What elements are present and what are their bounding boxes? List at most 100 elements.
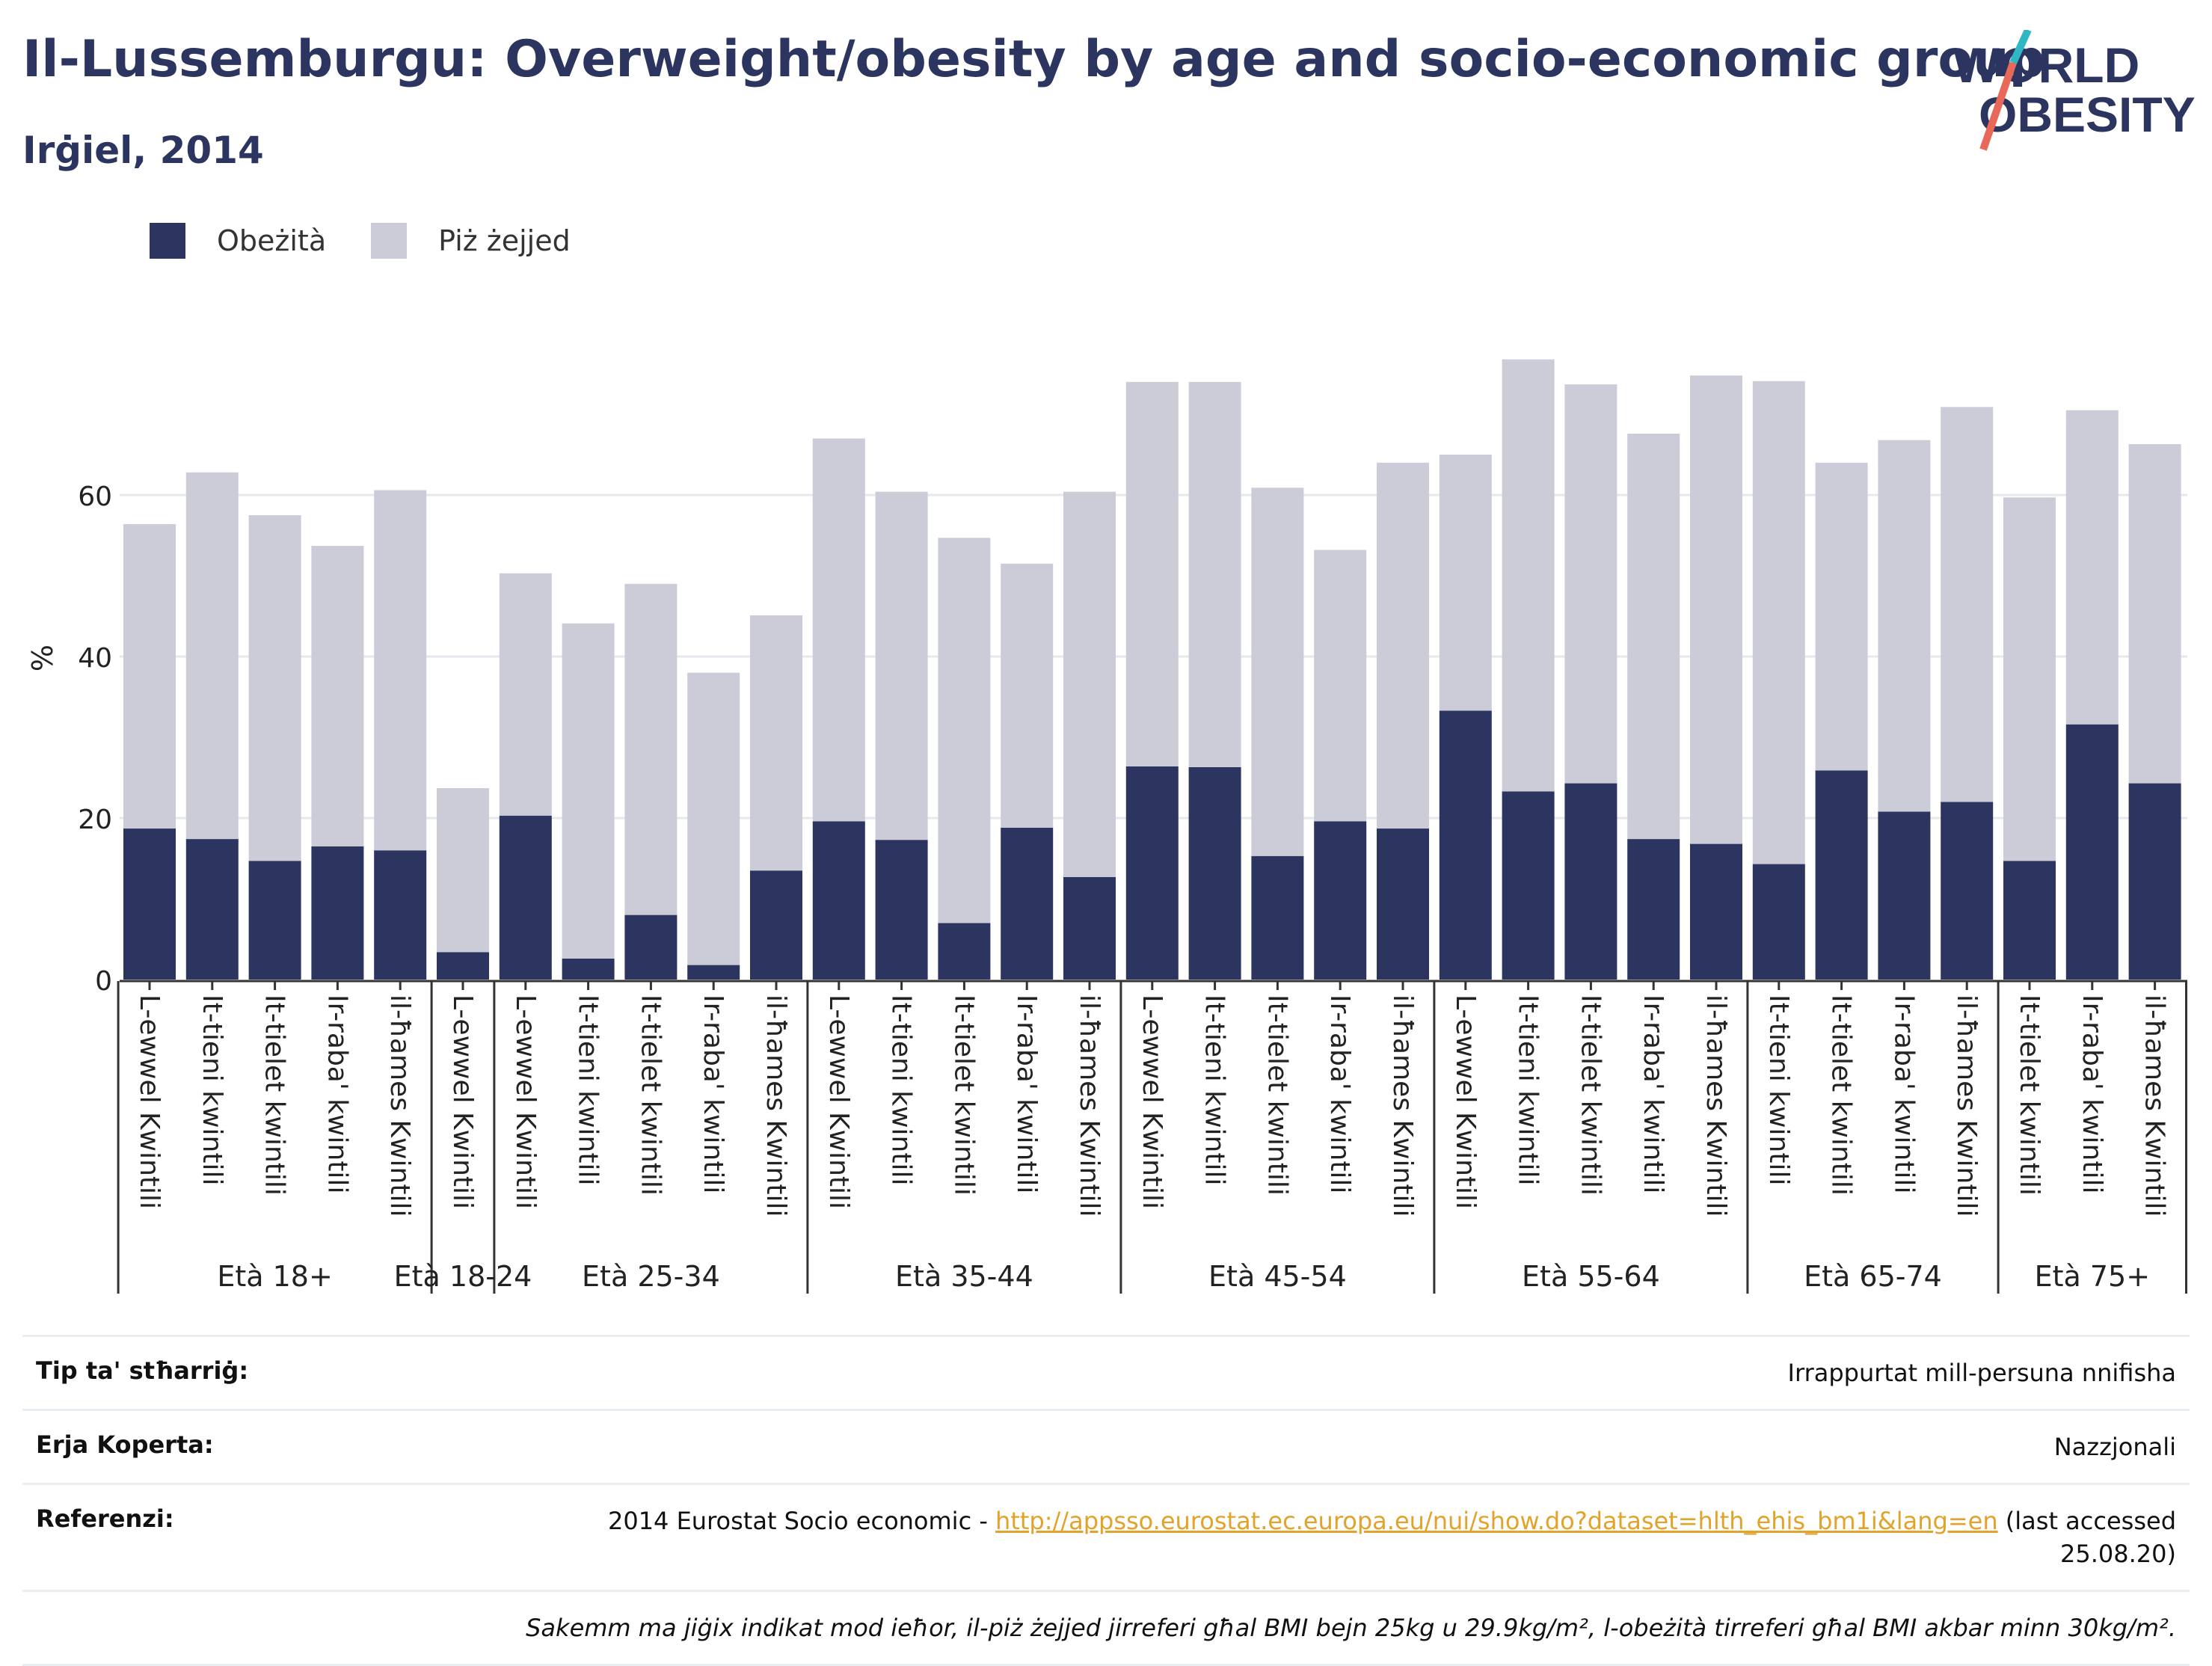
bar-overweight: [374, 490, 427, 851]
group-label: Età 18+: [217, 1260, 332, 1293]
bar-overweight: [123, 523, 176, 829]
group-label: Età 25-34: [582, 1260, 720, 1293]
legend-swatch-obesity: [150, 223, 185, 259]
x-category-label: L-ewwel Kwintili: [510, 995, 541, 1209]
bar-overweight: [812, 438, 865, 822]
x-category-label: It-tielet kwintili: [2014, 995, 2044, 1196]
bar-overweight: [1188, 381, 1241, 767]
legend-item-obesity[interactable]: Obeżità: [150, 223, 326, 259]
bar-obesity: [1063, 876, 1116, 980]
bar-obesity: [2003, 861, 2056, 980]
bar-obesity: [1627, 839, 1680, 980]
bar-overweight: [624, 583, 678, 915]
bar-obesity: [123, 829, 176, 980]
info-key-references: Referenzi:: [36, 1504, 174, 1533]
bar-overweight: [1125, 381, 1179, 766]
x-category-label: It-tielet kwintili: [635, 995, 666, 1196]
bar-obesity: [1001, 827, 1054, 980]
y-axis-label: %: [26, 645, 59, 671]
page-title: Il-Lussemburgu: Overweight/obesity by ag…: [22, 30, 2046, 89]
bar-overweight: [562, 623, 615, 959]
legend-label-obesity: Obeżità: [217, 224, 327, 257]
legend-item-overweight[interactable]: Piż żejjed: [371, 223, 571, 259]
info-row-references: Referenzi: 2014 Eurostat Socio economic …: [22, 1483, 2190, 1590]
bar-obesity: [248, 861, 301, 980]
reference-link[interactable]: http://appsso.eurostat.ec.europa.eu/nui/…: [995, 1507, 1998, 1535]
x-category-label: It-tieni kwintili: [197, 995, 227, 1185]
bar-overweight: [875, 491, 928, 840]
bar-obesity: [374, 850, 427, 980]
group-label: Età 35-44: [895, 1260, 1033, 1293]
x-category-label: L-ewwel Kwintili: [134, 995, 165, 1209]
bar-overweight: [938, 538, 991, 923]
bar-overweight: [1564, 384, 1617, 784]
x-category-label: It-tielet kwintili: [1262, 995, 1292, 1196]
x-category-label: It-tielet kwintili: [1575, 995, 1606, 1196]
world-obesity-logo: WORLD OBESITY: [1953, 30, 2196, 151]
bar-obesity: [1188, 766, 1241, 980]
x-category-label: It-tieni kwintili: [1513, 995, 1543, 1185]
stacked-bar-chart: 0 20 40 60% L-ewwel Kwintili It-tieni kwintil…: [26, 359, 2187, 1294]
bar-overweight: [1878, 440, 1931, 812]
group-label: Età 18-24: [394, 1260, 532, 1293]
bar-obesity: [1941, 802, 1994, 980]
logo-text-world: WORLD: [1953, 37, 2139, 93]
x-category-label: Ir-raba' kwintili: [1324, 995, 1355, 1193]
bar-overweight: [1752, 381, 1805, 864]
logo-slash: [1979, 61, 2017, 151]
bar-overweight: [499, 573, 552, 816]
x-category-label: It-tielet kwintili: [259, 995, 290, 1196]
x-category-label: L-ewwel Kwintili: [823, 995, 854, 1209]
bar-obesity: [750, 870, 802, 980]
bar-overweight: [1314, 550, 1367, 822]
reference-date: 25.08.20): [2060, 1540, 2176, 1568]
x-category-label: il-ħames Kwintili: [1074, 995, 1105, 1217]
bar-obesity: [499, 815, 552, 980]
chart-legend: Obeżità Piż żejjed: [150, 223, 615, 259]
legend-label-overweight: Piż żejjed: [438, 224, 571, 257]
x-category-label: It-tieni kwintili: [1763, 995, 1794, 1185]
x-category-label: il-ħames Kwintili: [384, 995, 415, 1217]
bar-overweight: [248, 515, 301, 861]
info-val-references: 2014 Eurostat Socio economic - http://ap…: [36, 1504, 2176, 1570]
bar-overweight: [1627, 433, 1680, 840]
info-val-coverage: Nazzjonali: [2053, 1433, 2176, 1461]
info-note: Sakemm ma jiġix indikat mod ieħor, il-pi…: [526, 1614, 2176, 1642]
bar-obesity: [185, 839, 239, 980]
bar-obesity: [1439, 710, 1492, 980]
bar-overweight: [2065, 410, 2119, 725]
bar-obesity: [2128, 783, 2181, 980]
group-label: Età 55-64: [1522, 1260, 1660, 1293]
x-category-label: Ir-raba' kwintili: [322, 995, 352, 1193]
bar-obesity: [938, 923, 991, 980]
info-key-coverage: Erja Koperta:: [36, 1430, 214, 1459]
bar-overweight: [185, 472, 239, 840]
y-tick-label: 0: [95, 966, 112, 997]
x-category-label: Ir-raba' kwintili: [698, 995, 728, 1193]
x-category-label: il-ħames Kwintili: [1387, 995, 1418, 1217]
x-category-label: il-ħames Kwintili: [1701, 995, 1731, 1217]
x-category-label: Ir-raba' kwintili: [2077, 995, 2107, 1193]
group-label: Età 45-54: [1208, 1260, 1347, 1293]
bar-obesity: [812, 821, 865, 980]
y-tick-label: 20: [78, 805, 112, 835]
bar-obesity: [1125, 766, 1179, 980]
x-category-label: Ir-raba' kwintili: [1888, 995, 1919, 1193]
bar-obesity: [311, 846, 364, 980]
bar-obesity: [437, 952, 489, 980]
x-category-label: L-ewwel Kwintili: [447, 995, 478, 1209]
bar-obesity: [1690, 843, 1742, 980]
bar-obesity: [1251, 855, 1304, 980]
info-table: Tip ta' stħarriġ: Irrappurtat mill-persu…: [22, 1335, 2190, 1666]
bar-overweight: [1439, 455, 1492, 711]
info-key-measure: Tip ta' stħarriġ:: [36, 1356, 249, 1385]
x-category-label: It-tieni kwintili: [886, 995, 917, 1185]
bar-overweight: [437, 788, 489, 953]
info-row-measure: Tip ta' stħarriġ: Irrappurtat mill-persu…: [22, 1335, 2190, 1409]
bar-obesity: [1377, 829, 1429, 980]
x-category-label: Ir-raba' kwintili: [1638, 995, 1668, 1193]
info-val-measure: Irrappurtat mill-persuna nnifisha: [1787, 1359, 2176, 1387]
info-row-coverage: Erja Koperta: Nazzjonali: [22, 1409, 2190, 1483]
x-category-label: It-tieni kwintili: [573, 995, 603, 1185]
bar-obesity: [562, 958, 615, 980]
